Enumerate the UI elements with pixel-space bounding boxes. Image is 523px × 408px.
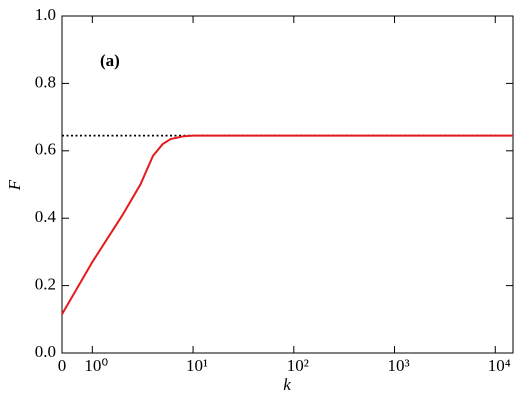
data-line bbox=[61, 134, 513, 315]
y-axis-label: F bbox=[5, 179, 24, 191]
x-tick-label: 10⁰ bbox=[84, 356, 108, 375]
x-tick-label: 10² bbox=[287, 356, 309, 375]
y-tick-label: 0.0 bbox=[35, 342, 56, 361]
x-tick-label: 10³ bbox=[387, 356, 409, 375]
y-tick-label: 0.4 bbox=[35, 207, 57, 226]
y-tick-label: 1.0 bbox=[35, 5, 56, 24]
x-axis-label: k bbox=[283, 375, 291, 394]
x-tick-label: 10¹ bbox=[186, 356, 208, 375]
x-tick-label: 10⁴ bbox=[488, 356, 511, 375]
y-tick-label: 0.6 bbox=[35, 140, 56, 159]
plot-frame bbox=[61, 15, 514, 354]
y-tick-label: 0.8 bbox=[35, 72, 56, 91]
annotation: (a) bbox=[100, 51, 120, 70]
x-tick-label: 0 bbox=[58, 356, 67, 375]
y-tick-label: 0.2 bbox=[35, 275, 56, 294]
